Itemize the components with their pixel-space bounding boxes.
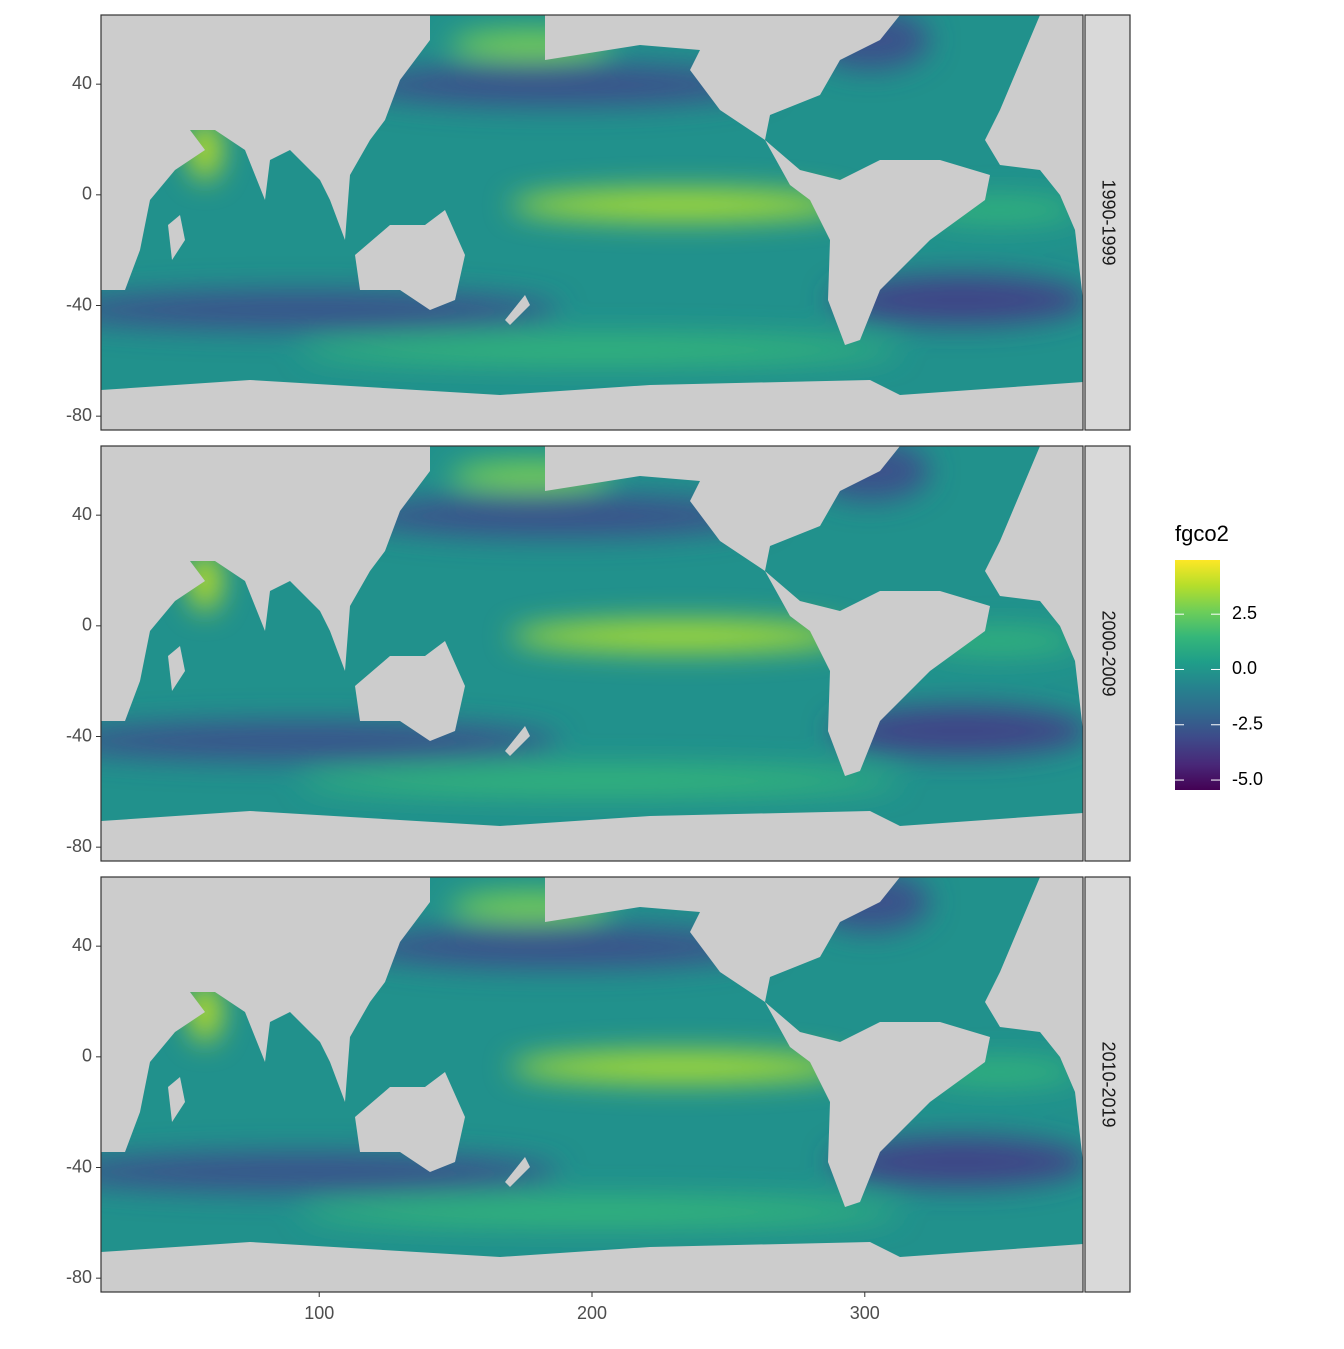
legend-label: 0.0 xyxy=(1232,658,1257,678)
legend-label: -2.5 xyxy=(1232,714,1263,734)
panel-border xyxy=(100,14,1084,431)
strip-label: 1990-1999 xyxy=(1098,179,1118,265)
y-tick-label: 0 xyxy=(82,615,92,635)
y-tick-label: 0 xyxy=(82,1046,92,1066)
y-tick-label: -40 xyxy=(66,1156,92,1176)
raster-map xyxy=(40,441,1090,861)
strip-label: 2000-2009 xyxy=(1098,610,1118,696)
raster-map xyxy=(40,10,1090,430)
x-tick-label: 200 xyxy=(577,1303,607,1323)
strip-label: 2010-2019 xyxy=(1098,1041,1118,1127)
panel-border xyxy=(100,445,1084,862)
legend-title: fgco2 xyxy=(1175,521,1229,546)
legend-label: -5.0 xyxy=(1232,769,1263,789)
y-tick-label: -40 xyxy=(66,725,92,745)
strip xyxy=(1084,876,1131,1293)
y-tick-label: -80 xyxy=(66,1267,92,1287)
x-tick-label: 300 xyxy=(850,1303,880,1323)
colorbar xyxy=(1175,560,1220,790)
panels: 1990-1999 -80 -40 0 40 2000-2009 -80 -40 0 40 2010… xyxy=(40,10,1131,1323)
y-tick-label: 0 xyxy=(82,184,92,204)
legend-label: 2.5 xyxy=(1232,603,1257,623)
strip xyxy=(1084,14,1131,431)
raster-map xyxy=(40,872,1090,1292)
y-tick-label: 40 xyxy=(72,935,92,955)
y-tick-label: 40 xyxy=(72,73,92,93)
y-tick-label: -80 xyxy=(66,836,92,856)
y-tick-label: 40 xyxy=(72,504,92,524)
strip xyxy=(1084,445,1131,862)
y-tick-label: -80 xyxy=(66,405,92,425)
y-tick-label: -40 xyxy=(66,294,92,314)
x-tick-label: 100 xyxy=(304,1303,334,1323)
